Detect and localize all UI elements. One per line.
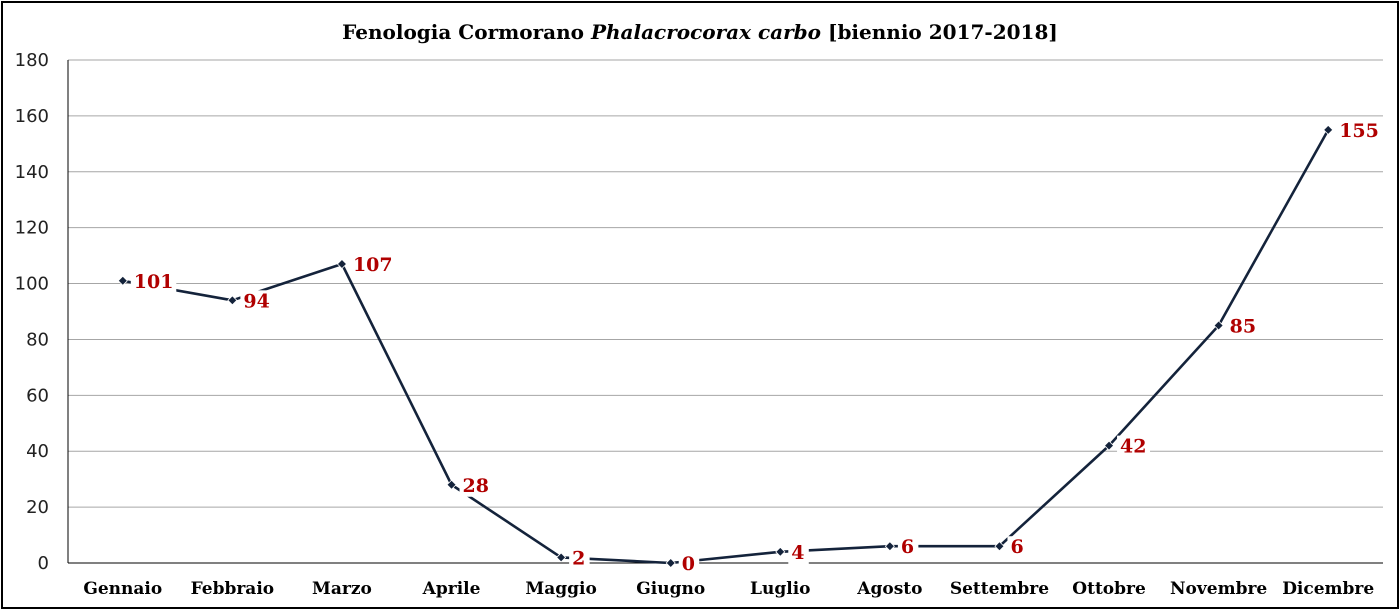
x-tick-label: Ottobre bbox=[1072, 579, 1146, 599]
y-tick-label: 40 bbox=[26, 441, 49, 462]
y-tick-label: 0 bbox=[38, 553, 49, 574]
data-label: 155 bbox=[1339, 120, 1379, 142]
data-label: 85 bbox=[1230, 315, 1256, 337]
x-tick-label: Luglio bbox=[750, 579, 810, 599]
x-tick-label: Maggio bbox=[525, 579, 596, 599]
data-point bbox=[117, 275, 128, 286]
x-tick-label: Agosto bbox=[856, 579, 922, 599]
data-label: 4 bbox=[791, 542, 804, 564]
data-label: 0 bbox=[682, 553, 695, 575]
data-label-background bbox=[1007, 536, 1028, 559]
data-label-background bbox=[459, 474, 493, 497]
data-point bbox=[994, 541, 1005, 552]
axes bbox=[67, 60, 1383, 564]
data-label-background bbox=[130, 270, 177, 293]
data-labels: 101 94 107 28 2 0 4 6 6 42 85 155 bbox=[130, 119, 1382, 575]
y-tick-label: 120 bbox=[15, 218, 49, 239]
data-point bbox=[556, 552, 567, 563]
data-label-background bbox=[349, 253, 396, 276]
data-point bbox=[1213, 320, 1224, 331]
chart-title-prefix: Fenologia Cormorano bbox=[342, 20, 591, 44]
x-tick-label: Gennaio bbox=[83, 579, 162, 599]
data-label-background bbox=[240, 290, 274, 313]
data-label: 6 bbox=[1010, 536, 1023, 558]
data-point bbox=[665, 557, 676, 569]
data-label-background bbox=[1336, 119, 1382, 142]
grid-lines bbox=[68, 59, 1383, 508]
data-label: 2 bbox=[572, 547, 585, 569]
data-point bbox=[336, 258, 348, 270]
y-tick-label: 80 bbox=[26, 329, 49, 350]
data-point bbox=[227, 295, 238, 306]
chart-title-species: Phalacrocorax carbo bbox=[590, 20, 821, 44]
data-label: 6 bbox=[901, 536, 914, 558]
data-label: 107 bbox=[353, 254, 393, 276]
x-tick-label: Dicembre bbox=[1282, 579, 1374, 599]
x-tick-label: Settembre bbox=[950, 579, 1049, 599]
y-tick-label: 180 bbox=[15, 50, 49, 71]
data-point bbox=[884, 541, 895, 552]
data-label-background bbox=[897, 536, 919, 559]
x-tick-label: Febbraio bbox=[191, 579, 275, 599]
y-tick-label: 60 bbox=[26, 385, 49, 406]
data-point bbox=[446, 479, 457, 490]
data-label: 42 bbox=[1120, 436, 1146, 458]
data-label: 94 bbox=[243, 290, 269, 312]
data-label-background bbox=[788, 541, 809, 564]
data-label-background bbox=[1226, 315, 1260, 338]
x-tick-label: Novembre bbox=[1170, 579, 1267, 599]
y-tick-label: 160 bbox=[15, 106, 49, 127]
y-tick-label: 140 bbox=[15, 162, 49, 183]
data-point bbox=[1323, 124, 1334, 135]
x-tick-label: Aprile bbox=[422, 579, 481, 599]
x-tick-label: Marzo bbox=[312, 579, 372, 599]
data-point bbox=[1103, 440, 1115, 451]
y-tick-label: 100 bbox=[15, 274, 49, 295]
series bbox=[117, 124, 1334, 569]
x-tick-label: Giugno bbox=[636, 579, 705, 599]
data-label: 101 bbox=[134, 271, 174, 293]
data-label-background bbox=[569, 547, 590, 570]
x-axis-tick-labels: Gennaio Febbraio Marzo Aprile Maggio Giugno Lu… bbox=[83, 579, 1374, 599]
data-point bbox=[775, 546, 786, 557]
chart-title: Fenologia Cormorano Phalacrocorax carbo … bbox=[342, 20, 1058, 44]
series-line bbox=[122, 129, 1330, 565]
y-tick-label: 20 bbox=[26, 497, 49, 518]
chart-title-suffix: [biennio 2017-2018] bbox=[821, 20, 1058, 44]
data-label-background bbox=[678, 553, 700, 575]
data-label: 28 bbox=[463, 475, 489, 497]
data-label-background bbox=[1117, 435, 1151, 458]
y-axis-tick-labels: 0 20 40 60 80 100 120 140 160 180 bbox=[15, 50, 49, 574]
